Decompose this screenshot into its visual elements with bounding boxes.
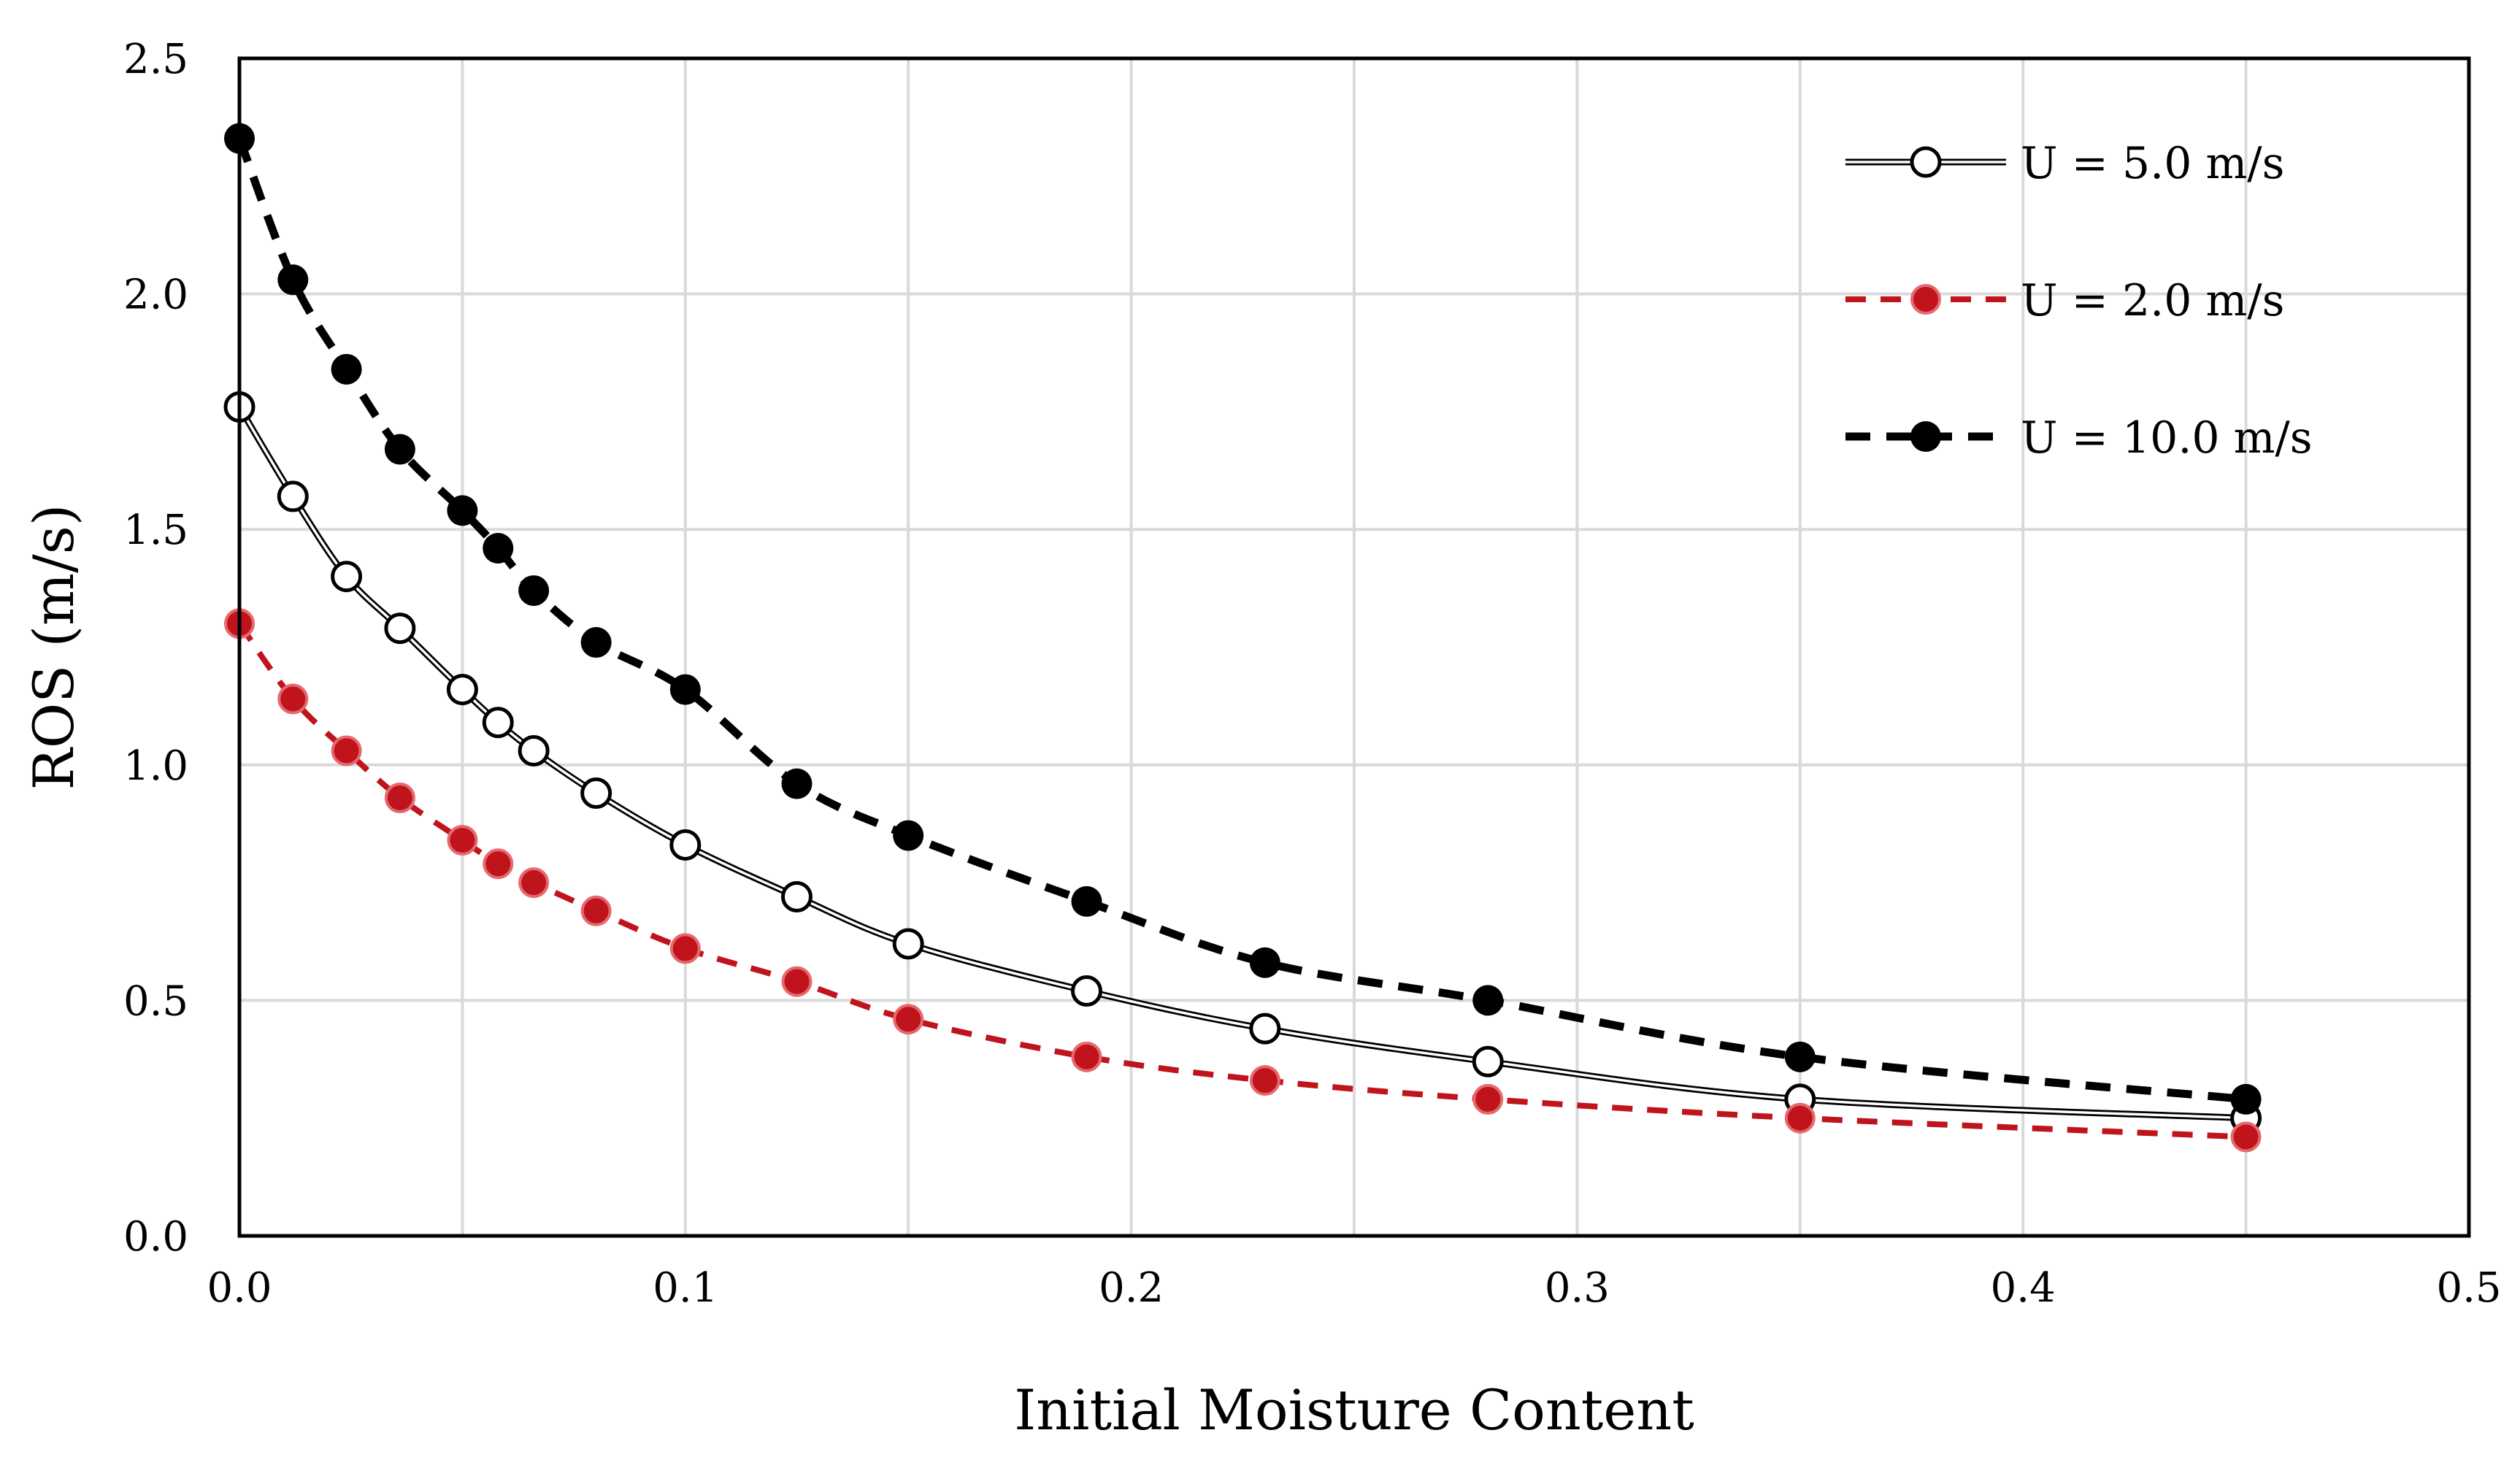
data-point — [331, 735, 362, 766]
data-point — [447, 825, 478, 856]
data-point — [384, 612, 416, 645]
data-point — [1071, 1041, 1102, 1072]
data-point — [669, 829, 702, 861]
x-tick-label: 0.5 — [2436, 1264, 2501, 1312]
legend-label: U = 2.0 m/s — [2021, 275, 2284, 326]
data-point — [331, 353, 362, 385]
data-point — [1784, 1041, 1816, 1072]
series-line — [237, 621, 2246, 1140]
data-point — [1249, 947, 1280, 978]
x-axis-title: Initial Moisture Content — [1014, 1377, 1694, 1442]
data-point — [580, 895, 612, 926]
data-point — [1472, 985, 1504, 1016]
y-tick-label: 1.5 — [123, 507, 188, 554]
data-point — [893, 1004, 924, 1035]
legend-label: U = 5.0 m/s — [2021, 138, 2284, 189]
data-point — [892, 928, 924, 960]
data-point — [447, 495, 478, 526]
data-point — [277, 264, 309, 296]
x-tick-label: 0.1 — [653, 1264, 718, 1312]
data-point — [482, 707, 514, 739]
data-point — [518, 575, 550, 607]
y-tick-label: 2.0 — [123, 272, 188, 319]
y-axis-title: ROS (m/s) — [21, 504, 86, 791]
y-tick-label: 1.0 — [123, 742, 188, 790]
legend-label: U = 10.0 m/s — [2021, 412, 2313, 464]
data-point — [277, 683, 309, 715]
data-point — [781, 880, 813, 912]
y-tick-label: 2.5 — [123, 36, 188, 83]
data-point — [893, 820, 924, 851]
data-point — [518, 867, 550, 899]
data-point — [1071, 975, 1103, 1007]
series-0 — [223, 391, 2262, 1134]
data-point — [384, 782, 415, 813]
data-point — [1472, 1083, 1504, 1115]
legend-entry-2: U = 10.0 m/s — [1845, 412, 2313, 464]
data-point — [518, 734, 550, 766]
series-1 — [224, 608, 2262, 1153]
data-point — [669, 674, 701, 705]
legend-entry-0: U = 5.0 m/s — [1845, 138, 2284, 189]
series-2 — [224, 123, 2262, 1115]
legend-marker — [1910, 146, 1942, 178]
data-point — [781, 768, 813, 799]
data-point — [1249, 1012, 1281, 1045]
data-point — [331, 561, 363, 593]
x-tick-label: 0.4 — [1991, 1264, 2056, 1312]
x-tick-label: 0.3 — [1545, 1264, 1610, 1312]
data-point — [580, 627, 612, 658]
data-point — [483, 848, 514, 880]
legend-marker — [1910, 284, 1941, 315]
legend: U = 5.0 m/s U = 2.0 m/s U = 10.0 m/s — [1845, 138, 2313, 464]
data-point — [483, 533, 514, 564]
grid — [239, 58, 2469, 1236]
x-tick-label: 0.0 — [207, 1264, 272, 1312]
y-tick-label: 0.5 — [123, 977, 188, 1025]
y-axis-ticks: 0.0 0.5 1.0 1.5 2.0 2.5 — [123, 36, 188, 1261]
data-point — [2230, 1121, 2262, 1153]
data-point — [1784, 1102, 1816, 1134]
plot-frame — [237, 56, 2471, 1238]
x-axis-ticks: 0.0 0.1 0.2 0.3 0.4 0.5 — [207, 1264, 2501, 1312]
legend-marker — [1910, 421, 1941, 452]
data-point — [446, 674, 478, 706]
x-tick-label: 0.2 — [1099, 1264, 1164, 1312]
data-point — [2230, 1083, 2262, 1115]
data-point — [1071, 885, 1102, 917]
data-point — [669, 933, 701, 964]
series-layer — [223, 123, 2262, 1153]
data-point — [781, 966, 813, 997]
data-point — [1472, 1045, 1504, 1077]
data-point — [580, 777, 612, 810]
data-point — [384, 434, 415, 465]
y-tick-label: 0.0 — [123, 1213, 188, 1261]
legend-entry-1: U = 2.0 m/s — [1845, 275, 2284, 326]
data-point — [1249, 1065, 1280, 1096]
data-point — [277, 480, 309, 512]
